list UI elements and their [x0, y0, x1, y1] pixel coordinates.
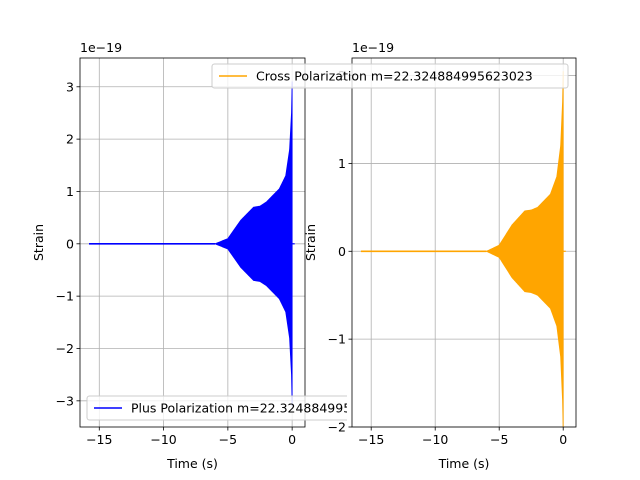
x-tick-label: −5	[490, 432, 508, 447]
y-tick-label: 2	[66, 132, 74, 147]
legend-entry: Cross Polarization m=22.324884995623023	[256, 69, 533, 84]
legend: Cross Polarization m=22.324884995623023	[211, 63, 569, 89]
series-line	[89, 81, 295, 407]
series-line	[360, 71, 566, 427]
x-tick-label: −10	[422, 432, 448, 447]
x-tick-label: −15	[86, 432, 112, 447]
y-tick-label: −2	[56, 341, 74, 356]
y-tick-label: 1	[338, 156, 346, 171]
y-tick-label: 0	[66, 236, 74, 251]
series-oscillation-envelope	[213, 81, 293, 407]
y-tick-label: −1	[56, 289, 74, 304]
y-tick-label: −2	[328, 420, 346, 435]
x-tick-label: −10	[150, 432, 176, 447]
legend-box	[211, 63, 569, 89]
axes-frame	[79, 57, 306, 428]
x-tick-label: −5	[219, 432, 237, 447]
y-tick-label: 1	[66, 184, 74, 199]
x-axis-label: Time (s)	[438, 456, 490, 471]
legend: Plus Polarization m=22.324884995623023	[86, 395, 399, 421]
y-axis-label: Strain	[303, 224, 318, 261]
x-tick-label: 0	[559, 432, 567, 447]
y-tick-label: −1	[328, 332, 346, 347]
y-offset-label: 1e−19	[80, 40, 122, 55]
y-tick-label: 0	[338, 244, 346, 259]
y-offset-label: 1e−19	[352, 40, 394, 55]
x-tick-label: −15	[358, 432, 384, 447]
legend-entry: Plus Polarization m=22.324884995623023	[131, 401, 399, 416]
x-tick-label: 0	[288, 432, 296, 447]
legend-box	[86, 395, 347, 421]
axes-frame	[351, 57, 577, 428]
x-axis-label: Time (s)	[166, 456, 218, 471]
y-tick-label: −3	[56, 393, 74, 408]
y-tick-label: 3	[66, 79, 74, 94]
y-axis-label: Strain	[31, 224, 46, 261]
